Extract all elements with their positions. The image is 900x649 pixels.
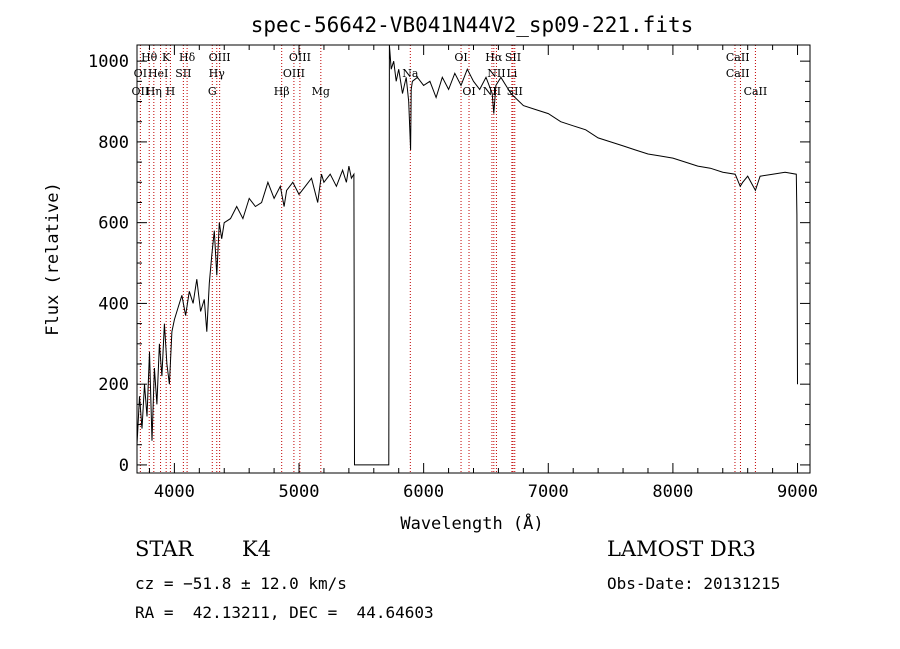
line-label: CaII (726, 67, 750, 80)
line-label: Hδ (179, 51, 196, 64)
object-subclass: K4 (242, 537, 272, 561)
y-tick-label: 0 (119, 456, 129, 476)
line-label: Hβ (274, 85, 290, 98)
line-label: G (208, 85, 217, 98)
line-label: SII (507, 85, 523, 98)
y-tick-label: 600 (98, 214, 129, 234)
line-label: Hγ (209, 67, 226, 80)
line-label: SII (175, 67, 191, 80)
y-axis-label: Flux (relative) (43, 182, 63, 336)
y-tick-label: 400 (98, 294, 129, 314)
line-label: HeI (148, 67, 168, 80)
x-tick-label: 6000 (403, 482, 444, 502)
y-tick-label: 800 (98, 133, 129, 153)
line-label: Na (402, 67, 419, 80)
y-tick-label: 1000 (88, 52, 129, 72)
line-label: OII (132, 85, 150, 98)
line-label: Li (506, 67, 517, 80)
line-label: Hθ (141, 51, 158, 64)
x-tick-label: 4000 (154, 482, 195, 502)
line-label: OIII (283, 67, 305, 80)
x-tick-label: 5000 (279, 482, 320, 502)
line-label: OIII (289, 51, 311, 64)
object-class: STAR (135, 537, 194, 561)
y-tick-label: 200 (98, 375, 129, 395)
line-label: NII (487, 67, 505, 80)
line-label: H (166, 85, 176, 98)
line-label: CaII (726, 51, 750, 64)
x-tick-label: 7000 (528, 482, 569, 502)
line-label: CaII (744, 85, 768, 98)
coordinates: RA = 42.13211, DEC = 44.64603 (135, 603, 434, 622)
line-label: K (162, 51, 171, 64)
x-axis-label: Wavelength (Å) (400, 512, 543, 534)
line-label: OI (134, 67, 147, 80)
survey-name: LAMOST DR3 (607, 537, 756, 561)
plot-frame (136, 44, 811, 474)
spectrum-line (136, 44, 798, 466)
line-label: OI (454, 51, 467, 64)
line-label: SII (505, 51, 521, 64)
observation-date: Obs-Date: 20131215 (607, 574, 781, 593)
line-label: OIII (209, 51, 231, 64)
line-label: Hα (485, 51, 503, 64)
line-label: OI (462, 85, 475, 98)
spectral-line-markers (139, 45, 756, 473)
x-tick-label: 9000 (777, 482, 818, 502)
chart-title: spec-56642-VB041N44V2_sp09-221.fits (251, 13, 694, 37)
y-axis: 0 200 400 600 800 1000 (88, 52, 810, 476)
x-axis: 4000 5000 6000 7000 8000 9000 (148, 45, 818, 502)
redshift-value: cz = −51.8 ± 12.0 km/s (135, 574, 347, 593)
x-tick-label: 8000 (652, 482, 693, 502)
line-label: Hη (146, 85, 162, 98)
line-label: Mg (312, 85, 330, 98)
